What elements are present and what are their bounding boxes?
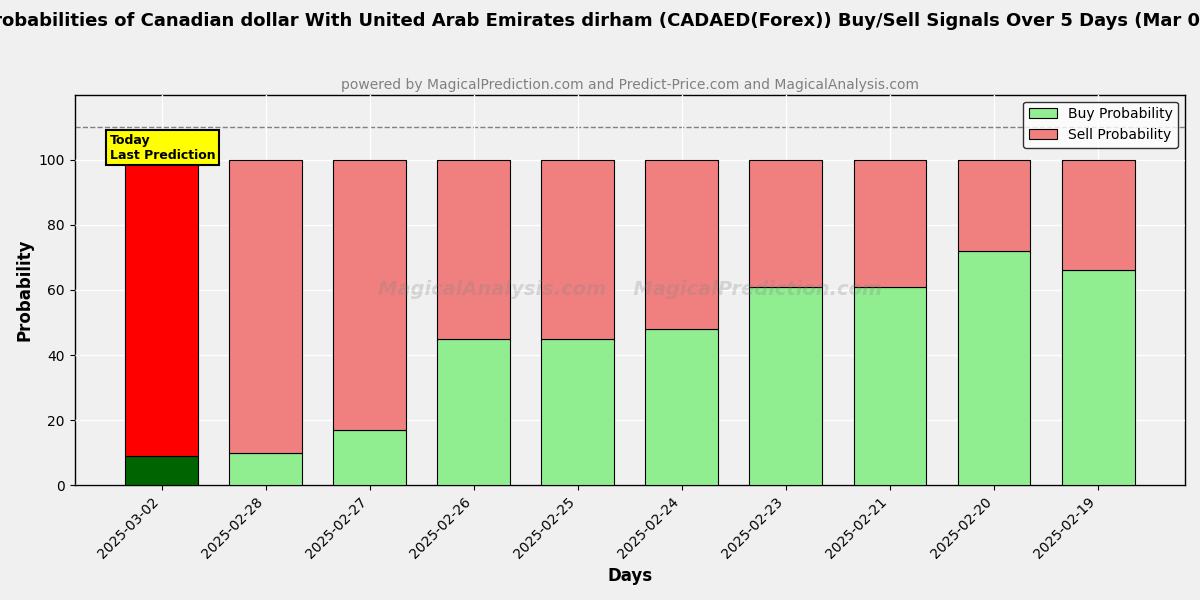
Bar	[229, 160, 302, 452]
Bar	[541, 339, 614, 485]
Text: MagicalAnalysis.com    MagicalPrediction.com: MagicalAnalysis.com MagicalPrediction.co…	[378, 280, 882, 299]
Bar	[750, 160, 822, 287]
Title: powered by MagicalPrediction.com and Predict-Price.com and MagicalAnalysis.com: powered by MagicalPrediction.com and Pre…	[341, 78, 919, 92]
Bar	[1062, 271, 1134, 485]
Bar	[125, 456, 198, 485]
Bar	[437, 339, 510, 485]
Bar	[750, 287, 822, 485]
Text: Probabilities of Canadian dollar With United Arab Emirates dirham (CADAED(Forex): Probabilities of Canadian dollar With Un…	[0, 12, 1200, 30]
X-axis label: Days: Days	[607, 567, 653, 585]
Bar	[541, 160, 614, 339]
Bar	[646, 160, 719, 329]
Bar	[229, 452, 302, 485]
Bar	[1062, 160, 1134, 271]
Bar	[853, 287, 926, 485]
Bar	[853, 160, 926, 287]
Legend: Buy Probability, Sell Probability: Buy Probability, Sell Probability	[1024, 101, 1178, 148]
Bar	[334, 160, 406, 430]
Y-axis label: Probability: Probability	[16, 239, 34, 341]
Bar	[437, 160, 510, 339]
Bar	[646, 329, 719, 485]
Bar	[125, 160, 198, 456]
Text: Today
Last Prediction: Today Last Prediction	[109, 134, 215, 161]
Bar	[334, 430, 406, 485]
Bar	[958, 251, 1031, 485]
Bar	[958, 160, 1031, 251]
